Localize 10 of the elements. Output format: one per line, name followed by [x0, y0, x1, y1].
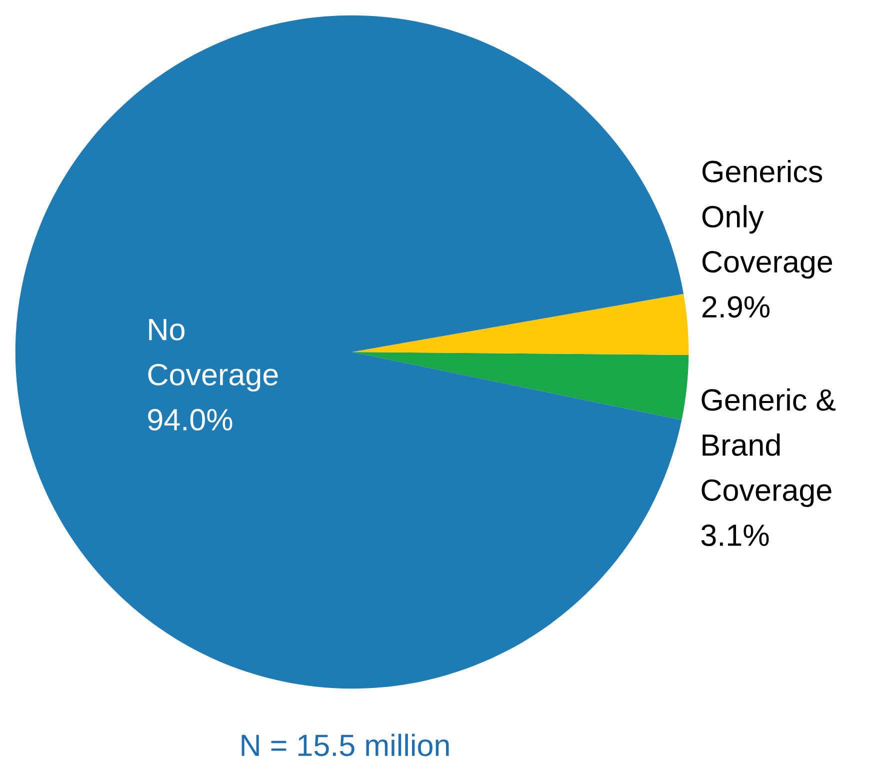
data-label: 94.0%	[148, 408, 232, 431]
slice-label: Generics Only Coverage	[702, 160, 832, 279]
data-label: 3.1%	[701, 524, 769, 546]
pie-slice	[15, 15, 684, 689]
text: N = 15.5 million	[242, 734, 449, 756]
slice-label: No Coverage	[148, 319, 278, 392]
pie-slice	[352, 294, 689, 355]
slice-label: Generic & Brand Coverage	[702, 388, 836, 508]
data-label: 2.9%	[702, 296, 770, 318]
pie-slice	[352, 352, 689, 420]
